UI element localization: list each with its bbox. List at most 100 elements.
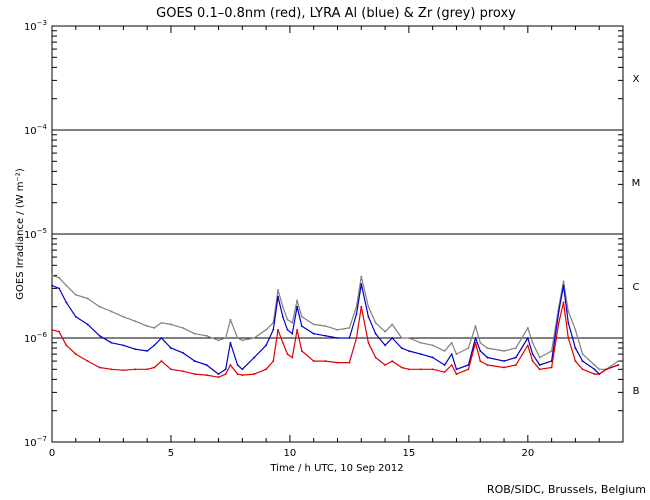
- data-point: [265, 328, 268, 331]
- data-point: [336, 328, 339, 331]
- x-tick-label: 15: [403, 448, 416, 459]
- y-tick-label: 10−4: [24, 123, 48, 137]
- data-point: [160, 337, 163, 339]
- data-point: [593, 364, 596, 366]
- data-point: [503, 366, 505, 369]
- data-point: [407, 350, 410, 352]
- data-point: [526, 344, 529, 347]
- data-point: [486, 364, 489, 366]
- data-point: [51, 284, 53, 287]
- data-point: [277, 295, 279, 298]
- data-point: [286, 328, 289, 331]
- data-point: [503, 360, 505, 362]
- data-point: [153, 366, 156, 369]
- x-axis-ticks: 0 5 10 15 20: [49, 26, 624, 459]
- data-point: [336, 337, 339, 339]
- data-point: [479, 360, 482, 362]
- data-point: [384, 364, 386, 366]
- flare-class-m-label: M: [632, 178, 641, 189]
- data-point: [474, 325, 477, 328]
- data-point: [617, 360, 620, 362]
- data-point: [562, 280, 565, 283]
- data-point: [146, 325, 149, 328]
- data-point: [146, 368, 149, 371]
- data-point: [181, 351, 184, 354]
- data-point: [443, 364, 446, 366]
- y-axis-ticks: 10−7 10−6 10−5 10−4 10−3: [24, 19, 623, 449]
- data-point: [286, 318, 289, 321]
- data-point: [65, 344, 68, 347]
- data-point: [467, 364, 470, 366]
- data-point: [455, 368, 458, 371]
- data-point: [515, 356, 517, 359]
- data-point: [272, 360, 275, 362]
- data-point: [531, 341, 534, 344]
- data-point: [605, 368, 608, 371]
- data-point: [51, 274, 53, 277]
- data-point: [160, 321, 163, 324]
- data-point: [503, 350, 505, 352]
- data-point: [515, 347, 517, 349]
- data-point: [281, 315, 284, 318]
- data-point: [300, 315, 303, 318]
- data-point: [593, 368, 596, 371]
- data-point: [193, 373, 196, 375]
- data-point: [74, 315, 77, 318]
- data-point: [217, 339, 220, 342]
- data-point: [374, 321, 377, 324]
- data-point: [205, 374, 208, 376]
- data-point: [348, 327, 351, 329]
- data-point: [265, 344, 268, 347]
- data-point: [170, 347, 172, 349]
- data-point: [134, 348, 137, 351]
- series-line-1: [51, 283, 619, 375]
- data-point: [526, 327, 529, 329]
- data-point: [229, 341, 232, 344]
- data-point: [531, 353, 534, 356]
- data-point: [467, 347, 470, 349]
- data-point: [324, 360, 327, 362]
- data-point: [367, 305, 370, 308]
- data-point: [241, 374, 244, 376]
- data-point: [296, 328, 298, 331]
- data-point: [122, 369, 125, 372]
- data-point: [153, 344, 156, 347]
- data-point: [550, 350, 553, 352]
- data-point: [486, 347, 489, 349]
- data-point: [324, 334, 327, 337]
- data-point: [153, 327, 156, 329]
- data-point: [291, 356, 294, 359]
- x-tick-label: 0: [49, 448, 55, 459]
- series-line-2: [51, 301, 619, 378]
- data-point: [122, 344, 125, 347]
- data-point: [241, 368, 244, 371]
- data-point: [224, 368, 227, 371]
- data-point: [557, 321, 560, 324]
- data-point: [51, 328, 53, 331]
- data-point: [300, 350, 303, 352]
- data-point: [367, 341, 370, 344]
- data-point: [296, 305, 298, 308]
- data-point: [134, 368, 137, 371]
- data-point: [217, 373, 220, 375]
- data-point: [455, 373, 458, 375]
- data-point: [58, 287, 61, 290]
- data-point: [479, 350, 482, 352]
- data-point: [281, 305, 284, 308]
- data-point: [538, 356, 541, 359]
- data-point: [407, 368, 410, 371]
- data-point: [74, 293, 77, 296]
- data-point: [598, 368, 601, 371]
- data-point: [593, 373, 596, 375]
- data-point: [574, 360, 577, 362]
- data-point: [617, 364, 620, 366]
- x-tick-label: 20: [521, 448, 534, 459]
- data-point: [355, 313, 358, 315]
- data-point: [567, 310, 570, 313]
- data-point: [598, 373, 601, 375]
- data-point: [391, 323, 394, 326]
- data-point: [98, 334, 101, 337]
- data-point: [574, 328, 577, 331]
- data-point: [58, 276, 61, 279]
